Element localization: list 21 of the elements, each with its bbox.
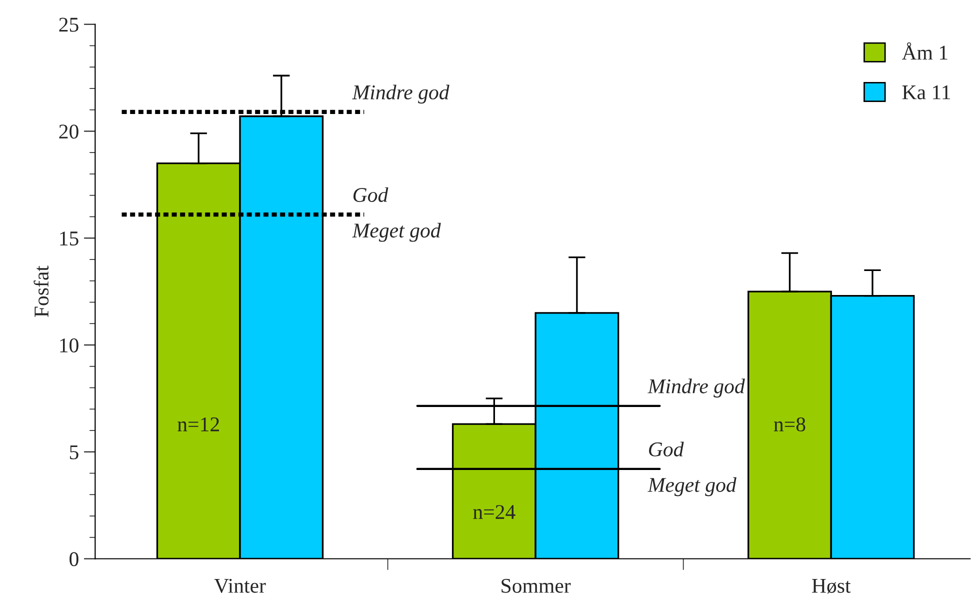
ref-line-label: Mindre god [352,84,450,104]
annotation: Meget god [648,477,736,496]
y-tick-label: 25 [59,18,78,32]
y-tick-label: 20 [59,124,78,139]
y-tick-label: 0 [70,552,78,566]
y-tick-label: 10 [60,338,78,352]
annotation: n=12 [178,417,219,432]
x-tick-label: Sommer [502,578,571,593]
legend-label: Åm 1 [902,42,948,60]
annotation: n=24 [473,505,516,519]
y-axis-title: Fosfat [34,266,49,317]
y-tick-label: 5 [70,445,78,460]
annotation: n=8 [774,417,806,432]
legend-label: Ka 11 [902,85,950,100]
x-tick-label: Vinter [214,578,266,593]
ref-line-label: Mindre god [648,378,745,398]
ref-line-label: God [649,442,684,456]
annotation: Meget god [352,222,441,242]
ref-line-label: God [353,187,388,202]
x-tick-label: Høst [812,579,851,594]
y-tick-label: 15 [60,232,78,246]
